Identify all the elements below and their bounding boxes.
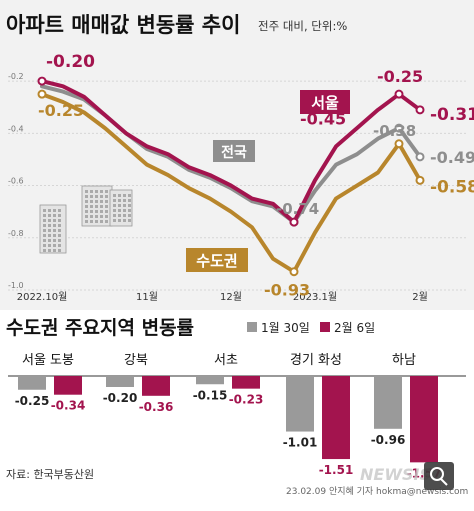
line-value-label: -0.25 <box>377 67 423 86</box>
bar-value-label: -0.25 <box>15 394 50 408</box>
source-note: 자료: 한국부동산원 <box>6 468 94 481</box>
bar-value-label: -1.01 <box>283 436 318 450</box>
chart-title: 아파트 매매값 변동률 추이 <box>6 13 240 37</box>
bar-category-label: 강북 <box>124 353 148 368</box>
bar-value-label: -0.34 <box>51 399 86 413</box>
line-value-label: -0.45 <box>300 109 346 128</box>
x-tick-label: 11월 <box>136 291 158 303</box>
bar-series: 서울 도봉 -0.25 -0.34 강북 -0.20-0.36 서초 -0.15 -0.23 경… <box>15 353 442 480</box>
legend-swatch-feb6 <box>320 322 330 332</box>
x-axis: 2022.10월 11월 12월 2023.1월 2월 <box>17 291 428 303</box>
bar-value-label: -0.15 <box>193 388 228 402</box>
bar-1월 30일 <box>374 376 402 429</box>
x-tick-label: 2월 <box>412 291 428 303</box>
series-tag-seoul: 서울 <box>300 90 350 114</box>
y-tick-label: -1.0 <box>8 281 24 290</box>
series-marker <box>394 123 404 133</box>
series-tag-metro-label: 수도권 <box>196 252 237 270</box>
watermark-logo: NEWSIS <box>360 465 431 484</box>
bar-chart-title: 수도권 주요지역 변동률 <box>6 317 194 339</box>
bar-value-label: -0.36 <box>139 400 174 414</box>
line-annotations: -0.20 -0.25 -0.45 -0.74 -0.93 -0.25 -0.38 -0.31… <box>38 52 474 300</box>
line-value-label: -0.31 <box>430 105 474 125</box>
bar-category-label: 서울 도봉 <box>22 353 74 368</box>
series-line-서울 <box>40 79 422 225</box>
series-marker <box>289 267 299 277</box>
line-markers <box>37 76 425 277</box>
series-marker <box>415 105 425 115</box>
bar-2월 6일 <box>410 376 438 463</box>
y-tick-label: -0.6 <box>8 177 24 186</box>
bar-2월 6일 <box>142 376 170 396</box>
series-marker <box>415 175 425 185</box>
series-marker <box>394 89 404 99</box>
line-value-label: -0.74 <box>276 200 319 218</box>
bar-value-label: -1.51 <box>319 463 354 477</box>
bar-1월 30일 <box>18 376 46 390</box>
apartment-buildings-icon <box>39 185 133 254</box>
line-value-label: -0.58 <box>430 177 474 197</box>
bar-1월 30일 <box>286 376 314 432</box>
series-marker <box>37 76 47 86</box>
bar-value-label: -0.96 <box>371 433 406 447</box>
series-marker <box>394 139 404 149</box>
line-value-label: -0.20 <box>46 52 95 72</box>
legend-label-feb6: 2월 6일 <box>334 321 375 335</box>
y-tick-label: -0.8 <box>8 229 24 238</box>
x-tick-label: 2023.1월 <box>293 291 337 303</box>
y-tick-label: -0.2 <box>8 72 24 81</box>
series-tag-national-label: 전국 <box>221 144 247 161</box>
bar-2월 6일 <box>322 376 350 460</box>
series-marker <box>289 217 299 227</box>
line-value-label: -0.93 <box>264 281 310 300</box>
x-tick-label: 2022.10월 <box>17 291 68 303</box>
series-marker <box>37 89 47 99</box>
line-value-label: -0.25 <box>38 101 84 120</box>
bar-1월 30일 <box>196 376 224 385</box>
bar-value-label: -0.20 <box>103 391 138 405</box>
line-series <box>40 79 422 274</box>
line-value-label: -0.49 <box>430 148 474 167</box>
legend-label-jan30: 1월 30일 <box>261 321 310 335</box>
x-tick-label: 12월 <box>220 291 242 303</box>
bar-value-label: -0.23 <box>229 393 264 407</box>
series-tag-metro: 수도권 <box>186 248 248 272</box>
zoom-icon[interactable] <box>424 462 454 490</box>
bar-2월 6일 <box>54 376 82 395</box>
bar-2월 6일 <box>232 376 260 389</box>
series-line-수도권 <box>40 92 422 274</box>
legend-swatch-jan30 <box>247 322 257 332</box>
bar-category-label: 하남 <box>392 353 416 368</box>
bar-category-label: 경기 화성 <box>290 353 342 368</box>
series-tag-national: 전국 <box>213 140 255 162</box>
series-tag-seoul-label: 서울 <box>311 94 339 112</box>
y-axis: -0.2 -0.4 -0.6 -0.8 -1.0 <box>8 72 24 290</box>
series-marker <box>415 152 425 162</box>
line-value-label: -0.38 <box>373 122 416 140</box>
credit-line: 23.02.09 안지혜 기자 hokma@newsis.com <box>286 485 468 497</box>
chart-subtitle: 전주 대비, 단위:% <box>258 19 347 33</box>
bar-1월 30일 <box>106 376 134 387</box>
bar-category-label: 서초 <box>214 353 238 368</box>
y-tick-label: -0.4 <box>8 124 24 133</box>
